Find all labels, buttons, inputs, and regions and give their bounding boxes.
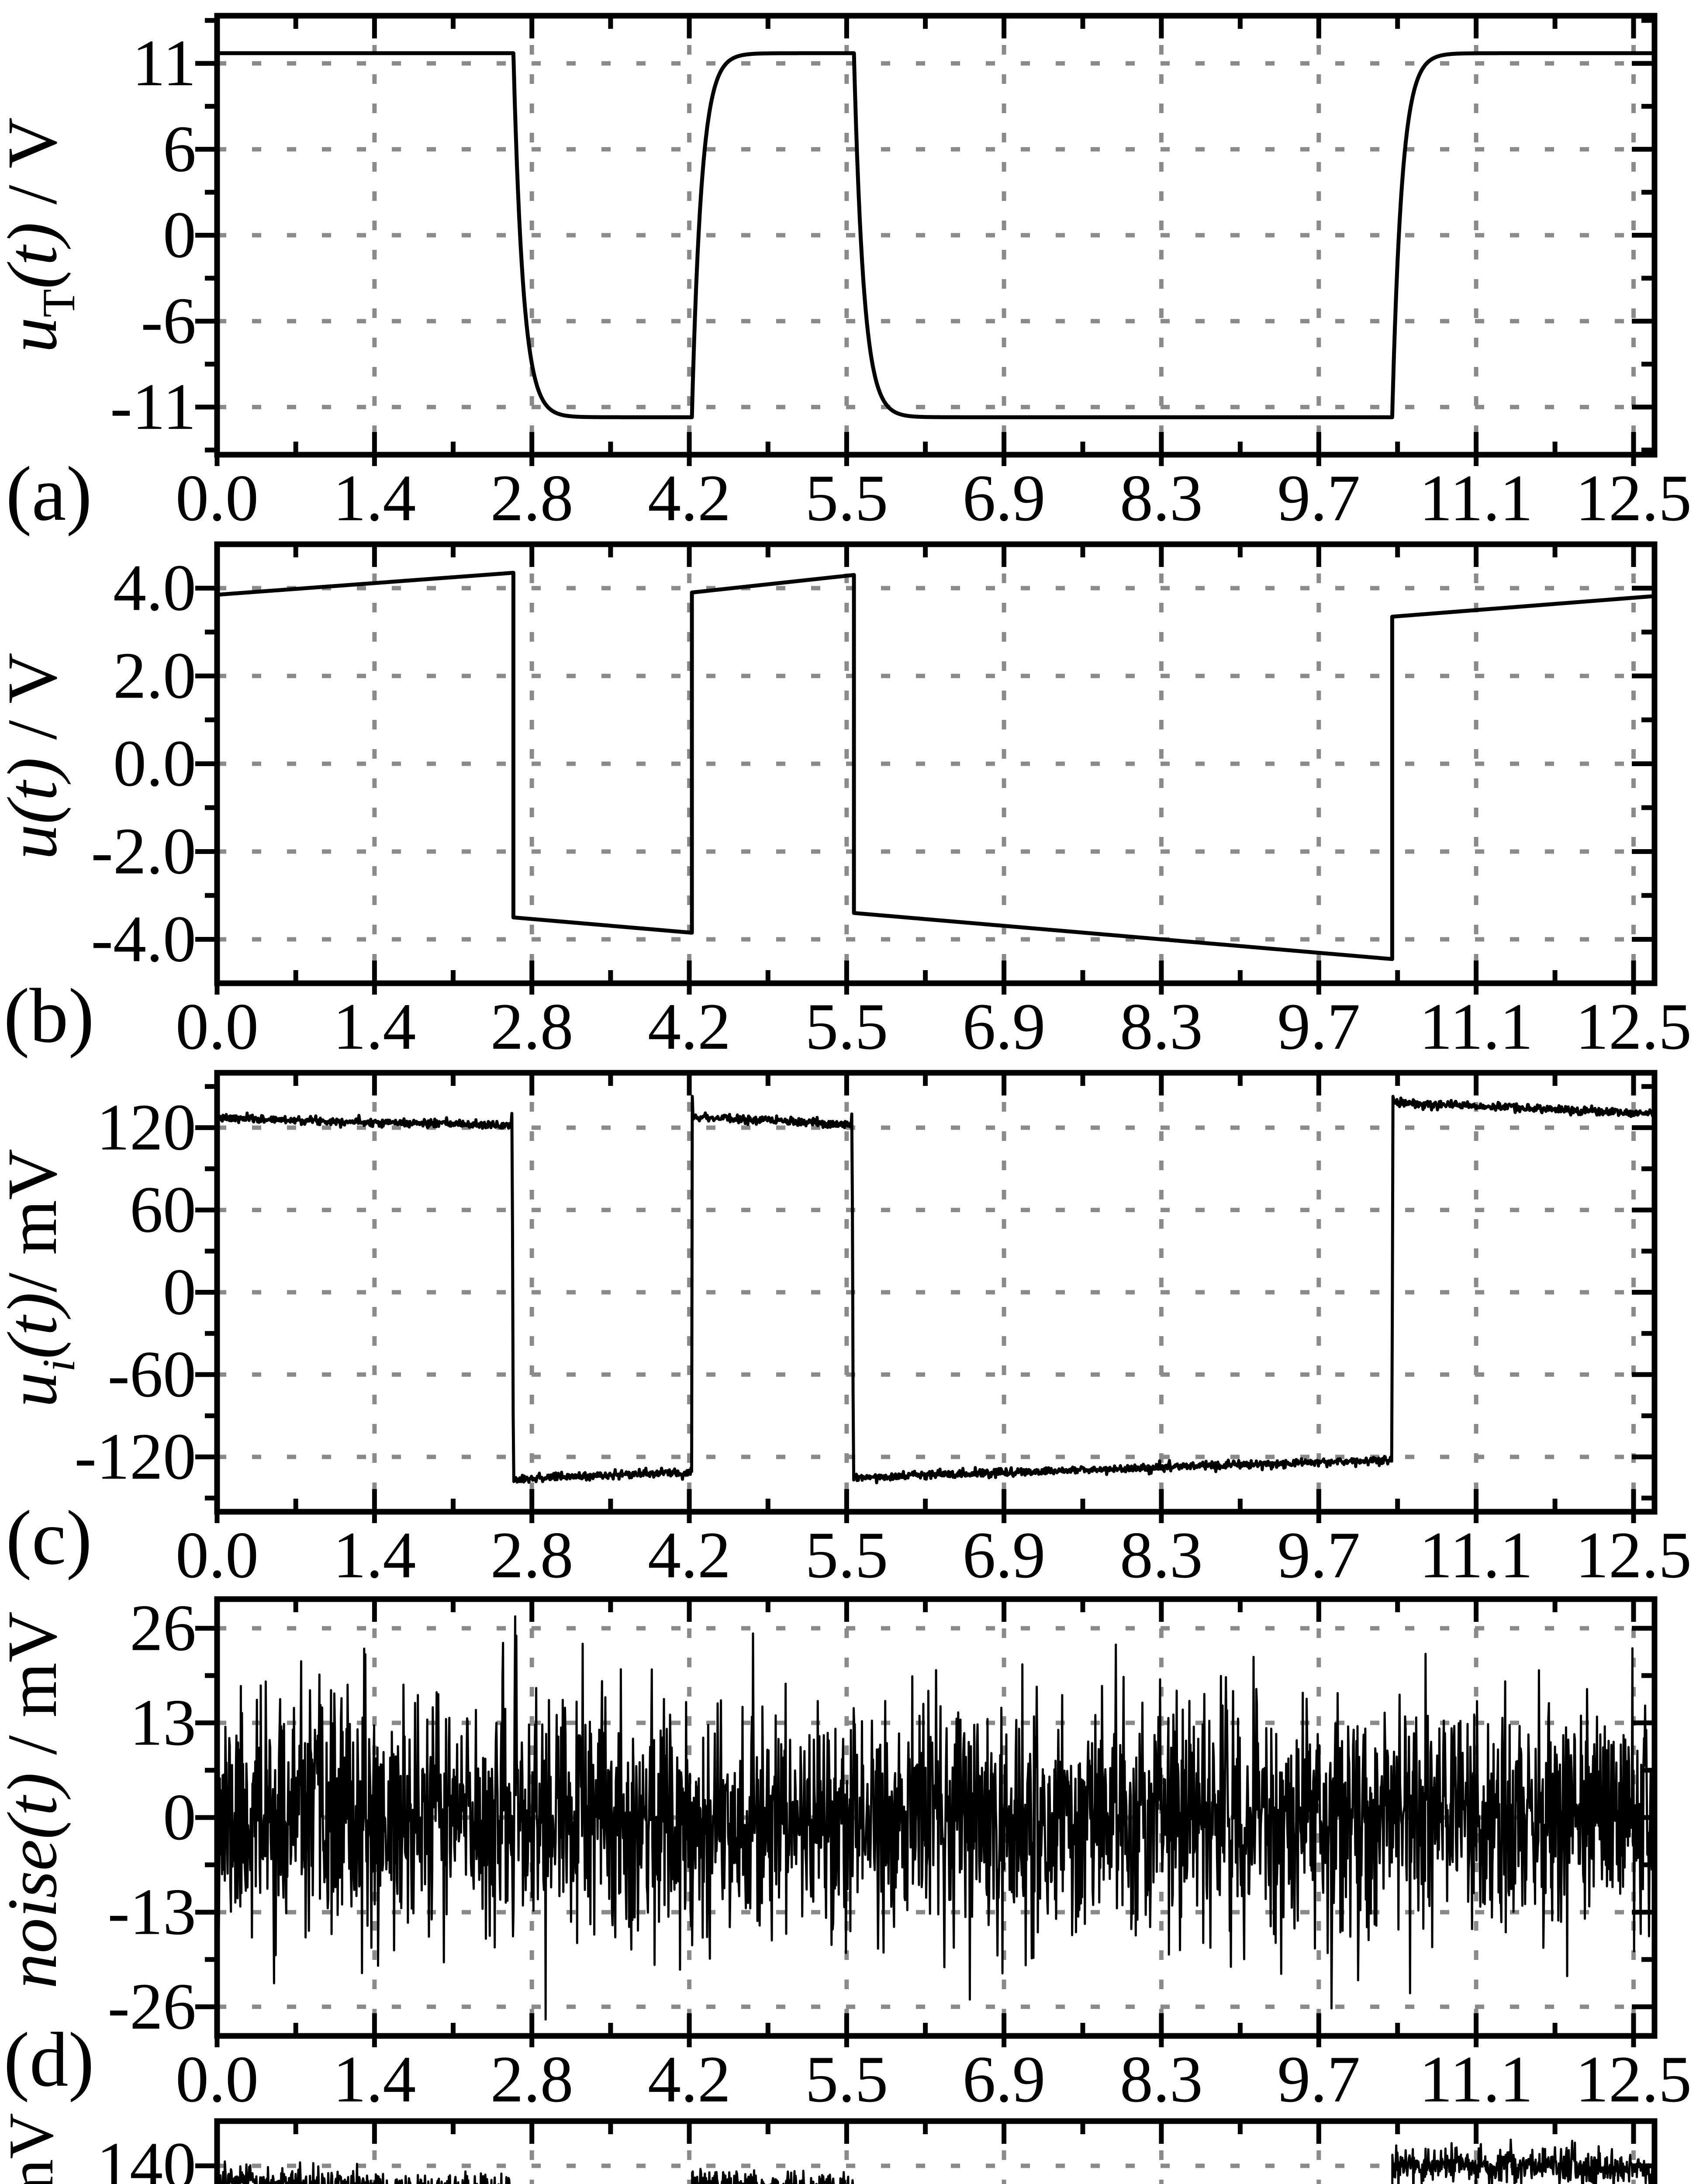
panel-a-x-tick-label: 2.8 <box>491 461 573 535</box>
panel-c-x-tick-label: 2.8 <box>491 1518 573 1592</box>
panel-b-x-tick-label: 8.3 <box>1120 990 1203 1063</box>
panel-a-letter: (a) <box>6 450 92 537</box>
panel-c-y-tick-label: -60 <box>107 1337 196 1411</box>
panel-a-y-tick-label: -11 <box>110 370 196 443</box>
panel-d-y-tick-label: -26 <box>107 1970 196 2043</box>
panel-d-x-tick-label: 1.4 <box>333 2042 416 2116</box>
panel-e-y-axis-title: ui(t) +noise(t)/ mV <box>0 2113 80 2184</box>
panel-c-waveform <box>219 1095 1653 1485</box>
panel-a-y-tick-label: -6 <box>141 284 196 357</box>
panel-d-x-tick-label: 2.8 <box>491 2042 573 2116</box>
panel-d-tick-labels: 26 13 0 -13 -260.0 1.4 2.8 4.2 5.5 6.9 8.3 9.7 11.1 1… <box>107 1591 1692 2116</box>
panel-c-y-tick-label: 0 <box>163 1255 196 1329</box>
panel-e-waveform <box>219 2139 1653 2184</box>
panel-c-gridlines <box>217 1073 1655 1512</box>
panel-d-x-tick-label: 0.0 <box>176 2042 259 2116</box>
panel-a: 11 6 0 -6 -11 0.0 1.4 2.8 4.2 5.5 6.9 8.3 9.7 11.1 12.… <box>110 13 1692 535</box>
panel-a-tick-labels: 11 6 0 -6 -11 0.0 1.4 2.8 4.2 5.5 6.9 8.3 9.7 11.1 12.… <box>110 26 1692 535</box>
panel-c-y-axis-title: ui(t)/ mV <box>0 1149 84 1407</box>
panel-a-waveform <box>219 51 1653 419</box>
panel-d: 26 13 0 -13 -260.0 1.4 2.8 4.2 5.5 6.9 8.3 9.7 11.1 1… <box>107 1591 1692 2116</box>
panel-c: 120 60 0 -60 -120 0.0 1.4 2.8 4.2 5.5 6.9 8.3 9.7 11.… <box>74 1070 1692 1592</box>
panel-d-x-tick-label: 5.5 <box>805 2042 888 2116</box>
panel-c-x-tick-label: 9.7 <box>1277 1518 1360 1592</box>
panel-b-x-tick-label: 11.1 <box>1419 990 1533 1063</box>
axis-titles: uT(t) / V u(t) / V ui(t)/ mV noise(t) / … <box>0 117 94 2184</box>
panel-c-x-tick-label: 5.5 <box>805 1518 888 1592</box>
panel-b-letter: (b) <box>3 972 94 1059</box>
panel-c-x-tick-label: 12.5 <box>1575 1518 1692 1592</box>
panel-d-y-tick-label: 13 <box>130 1686 196 1759</box>
panel-b-y-tick-label: -4.0 <box>91 902 196 976</box>
panel-c-tick-labels: 120 60 0 -60 -120 0.0 1.4 2.8 4.2 5.5 6.9 8.3 9.7 11.… <box>74 1091 1692 1592</box>
panel-e-frame <box>214 2118 1658 2184</box>
panel-d-ticks <box>195 1599 1655 2047</box>
panel-d-letter: (d) <box>3 2016 94 2103</box>
panel-e: 140700-70-1400.01.42.84.25.56.98.39.711.… <box>97 2118 1658 2184</box>
panel-d-x-tick-label: 4.2 <box>648 2042 731 2116</box>
panel-d-x-tick-label: 9.7 <box>1277 2042 1360 2116</box>
panel-d-y-axis-title: noise(t) / mV <box>0 1611 72 1989</box>
panel-b-ticks <box>195 544 1655 995</box>
panel-b-tick-labels: 4.0 2.0 0.0 -2.0 -4.0 0.0 1.4 2.8 4.2 5.5 6.9 8.3 9.… <box>91 551 1692 1064</box>
panel-a-y-tick-label: 6 <box>163 112 196 186</box>
panel-c-x-tick-label: 11.1 <box>1419 1518 1533 1592</box>
panel-d-x-tick-label: 11.1 <box>1419 2042 1533 2116</box>
panel-a-gridlines <box>217 16 1655 455</box>
panel-d-x-tick-label: 12.5 <box>1575 2042 1692 2116</box>
panel-b-x-tick-label: 0.0 <box>176 990 259 1063</box>
panel-b-x-tick-label: 12.5 <box>1575 990 1692 1063</box>
panel-b: 4.0 2.0 0.0 -2.0 -4.0 0.0 1.4 2.8 4.2 5.5 6.9 8.3 9.… <box>91 541 1692 1064</box>
panel-a-x-tick-label: 9.7 <box>1277 461 1360 535</box>
panel-a-x-tick-label: 5.5 <box>805 461 888 535</box>
panel-c-letter: (c) <box>6 1494 92 1581</box>
panel-b-gridlines <box>217 544 1655 983</box>
panel-d-y-tick-label: 26 <box>130 1591 196 1665</box>
panel-b-x-tick-label: 9.7 <box>1277 990 1360 1063</box>
panel-a-x-tick-label: 0.0 <box>176 461 259 535</box>
panel-c-x-tick-label: 8.3 <box>1120 1518 1203 1592</box>
panel-c-ticks <box>195 1073 1655 1523</box>
panel-b-y-tick-label: 0.0 <box>113 727 196 800</box>
panel-a-x-tick-label: 8.3 <box>1120 461 1203 535</box>
panel-b-x-tick-label: 4.2 <box>648 990 731 1063</box>
panel-e-ticks <box>195 2121 1655 2168</box>
panel-a-y-tick-label: 0 <box>163 198 196 272</box>
panel-b-x-tick-label: 1.4 <box>333 990 416 1063</box>
panel-d-y-tick-label: 0 <box>163 1780 196 1854</box>
panel-b-waveform <box>219 570 1653 961</box>
panel-b-y-tick-label: 4.0 <box>113 551 196 625</box>
panel-c-y-tick-label: -120 <box>74 1420 196 1493</box>
panel-c-x-tick-label: 1.4 <box>333 1518 416 1592</box>
panel-a-x-tick-label: 12.5 <box>1575 461 1692 535</box>
panel-d-x-tick-label: 8.3 <box>1120 2042 1203 2116</box>
panel-c-x-tick-label: 0.0 <box>176 1518 259 1592</box>
panel-a-y-tick-label: 11 <box>132 26 196 100</box>
panel-c-y-tick-label: 120 <box>97 1091 196 1164</box>
panel-c-x-tick-label: 6.9 <box>963 1518 1046 1592</box>
panel-b-x-tick-label: 5.5 <box>805 990 888 1063</box>
panel-b-x-tick-label: 6.9 <box>963 990 1046 1063</box>
panel-b-y-tick-label: 2.0 <box>113 639 196 712</box>
panel-a-ticks <box>195 16 1655 466</box>
panel-b-y-axis-title: u(t) / V <box>0 653 72 860</box>
panel-e-y-tick-label: 140 <box>97 2129 196 2184</box>
panel-e-tick-labels: 140700-70-1400.01.42.84.25.56.98.39.711.… <box>97 2129 196 2184</box>
panel-a-x-tick-label: 4.2 <box>648 461 731 535</box>
panel-c-y-tick-label: 60 <box>130 1173 196 1246</box>
panel-b-y-tick-label: -2.0 <box>91 815 196 888</box>
panel-a-x-tick-label: 1.4 <box>333 461 416 535</box>
panel-a-x-tick-label: 6.9 <box>963 461 1046 535</box>
panel-d-y-tick-label: -13 <box>107 1875 196 1949</box>
panel-b-x-tick-label: 2.8 <box>491 990 573 1063</box>
panel-d-waveform <box>219 1615 1653 2021</box>
panel-a-x-tick-label: 11.1 <box>1419 461 1533 535</box>
panel-a-y-axis-title: uT(t) / V <box>0 117 84 353</box>
panel-d-x-tick-label: 6.9 <box>963 2042 1046 2116</box>
panel-c-x-tick-label: 4.2 <box>648 1518 731 1592</box>
